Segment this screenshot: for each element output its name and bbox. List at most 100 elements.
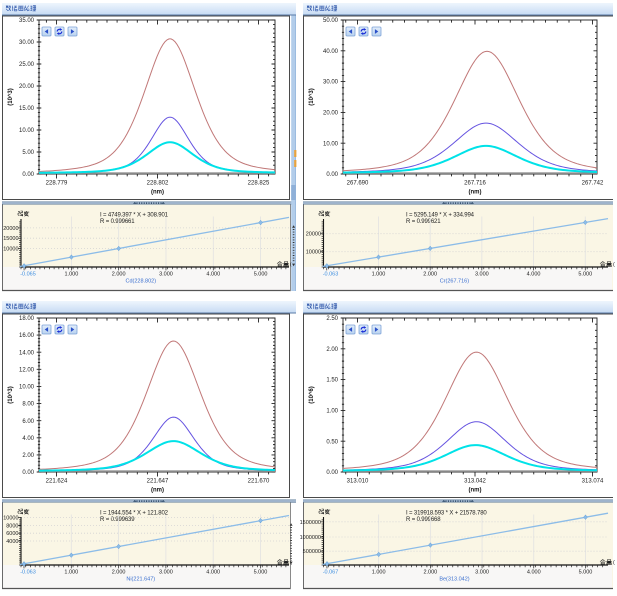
svg-text:25.00: 25.00 [19, 62, 35, 68]
svg-text:R = 0.999668: R = 0.999668 [406, 517, 441, 523]
svg-text:4.000: 4.000 [206, 271, 220, 277]
svg-text:267.690: 267.690 [347, 181, 369, 187]
svg-text:15.00: 15.00 [19, 106, 35, 112]
svg-text:1.50: 1.50 [326, 378, 338, 384]
svg-text:0.00: 0.00 [326, 470, 338, 476]
svg-text:Ni(221.647): Ni(221.647) [126, 577, 155, 583]
svg-text:2.000: 2.000 [423, 569, 437, 575]
svg-text:5.000: 5.000 [579, 569, 593, 575]
svg-text:R = 0.999621: R = 0.999621 [406, 219, 441, 225]
svg-text:-0.067: -0.067 [323, 569, 339, 575]
svg-text:(10^3): (10^3) [8, 88, 14, 106]
svg-text:228.825: 228.825 [248, 181, 270, 187]
svg-text:1.000: 1.000 [372, 271, 386, 277]
svg-text:4.000: 4.000 [527, 271, 541, 277]
svg-text:4.000: 4.000 [206, 569, 220, 575]
svg-text:30.00: 30.00 [19, 40, 35, 46]
svg-text:5.000: 5.000 [254, 569, 268, 575]
svg-text:20.00: 20.00 [19, 84, 35, 90]
svg-text:R = 0.999661: R = 0.999661 [100, 219, 135, 225]
svg-text:16.00: 16.00 [19, 333, 35, 339]
svg-text:5.00: 5.00 [22, 150, 34, 156]
svg-text:228.779: 228.779 [46, 181, 68, 187]
svg-text:20000: 20000 [306, 232, 321, 238]
svg-text:(: ( [613, 560, 615, 566]
svg-text:228.802: 228.802 [147, 181, 169, 187]
svg-text:500000: 500000 [303, 549, 321, 555]
svg-text:267.742: 267.742 [582, 181, 604, 187]
svg-text:221.624: 221.624 [46, 479, 68, 485]
svg-text:2.50: 2.50 [326, 316, 338, 322]
svg-text:2.000: 2.000 [112, 569, 126, 575]
svg-text:10000: 10000 [3, 247, 18, 253]
svg-text:(10^6): (10^6) [309, 386, 315, 404]
svg-text:1500000: 1500000 [300, 520, 321, 526]
svg-text:8000: 8000 [6, 523, 18, 529]
svg-text:30.00: 30.00 [323, 80, 339, 86]
svg-text:I = 4749.397 * X + 308.901: I = 4749.397 * X + 308.901 [100, 213, 169, 219]
svg-text:6000: 6000 [6, 531, 18, 537]
svg-text:6.00: 6.00 [22, 419, 34, 425]
svg-text:I = 5295.149 * X + 334.994: I = 5295.149 * X + 334.994 [406, 213, 475, 219]
svg-text:(nm): (nm) [469, 190, 482, 196]
svg-text:313.010: 313.010 [347, 479, 369, 485]
svg-text:R = 0.999639: R = 0.999639 [100, 517, 135, 523]
svg-text:-0.063: -0.063 [323, 271, 339, 277]
svg-text:2.00: 2.00 [22, 453, 34, 459]
svg-text:12.00: 12.00 [19, 367, 35, 373]
svg-text:4.000: 4.000 [527, 569, 541, 575]
svg-text:2.000: 2.000 [112, 271, 126, 277]
svg-text:(nm): (nm) [151, 190, 164, 196]
svg-text:0.50: 0.50 [326, 439, 338, 445]
svg-text:1.000: 1.000 [372, 569, 386, 575]
svg-text:-0.065: -0.065 [20, 271, 36, 277]
svg-text:3.000: 3.000 [159, 569, 173, 575]
svg-text:(nm): (nm) [151, 488, 164, 494]
svg-text:1.00: 1.00 [326, 409, 338, 415]
svg-text:(10^3): (10^3) [8, 386, 14, 404]
svg-text:(: ( [613, 262, 615, 268]
svg-text:3.000: 3.000 [475, 569, 489, 575]
svg-text:50.00: 50.00 [323, 18, 339, 24]
svg-text:I = 1944.554 * X + 121.802: I = 1944.554 * X + 121.802 [100, 511, 169, 517]
svg-text:40.00: 40.00 [323, 49, 339, 55]
svg-text:10.00: 10.00 [323, 141, 339, 147]
svg-text:0.00: 0.00 [22, 172, 34, 178]
svg-text:35.00: 35.00 [19, 18, 35, 24]
svg-text:313.042: 313.042 [464, 479, 486, 485]
svg-text:10000: 10000 [3, 516, 18, 522]
svg-text:221.647: 221.647 [147, 479, 169, 485]
svg-text:1.000: 1.000 [64, 271, 78, 277]
svg-text:(: ( [290, 262, 292, 268]
svg-text:0.00: 0.00 [22, 470, 34, 476]
svg-text:4.00: 4.00 [22, 436, 34, 442]
svg-text:267.716: 267.716 [464, 181, 486, 187]
svg-text:8.00: 8.00 [22, 402, 34, 408]
svg-text:Be(313.042): Be(313.042) [439, 577, 469, 583]
svg-text:15000: 15000 [3, 236, 18, 242]
svg-text:10.00: 10.00 [19, 385, 35, 391]
svg-text:20.00: 20.00 [323, 111, 339, 117]
svg-text:Cr(267.716): Cr(267.716) [440, 279, 470, 285]
svg-text:4000: 4000 [6, 539, 18, 545]
svg-text:14.00: 14.00 [19, 350, 35, 356]
svg-text:2.00: 2.00 [326, 347, 338, 353]
svg-text:Cd(228.802): Cd(228.802) [125, 279, 156, 285]
svg-text:2.000: 2.000 [423, 271, 437, 277]
svg-text:5.000: 5.000 [578, 271, 592, 277]
svg-text:(nm): (nm) [469, 488, 482, 494]
svg-text:18.00: 18.00 [19, 316, 35, 322]
svg-text:3.000: 3.000 [159, 271, 173, 277]
svg-text:0.00: 0.00 [326, 172, 338, 178]
svg-text:20000: 20000 [3, 226, 18, 232]
svg-text:3.000: 3.000 [475, 271, 489, 277]
svg-text:-0.063: -0.063 [20, 569, 36, 575]
svg-text:1.000: 1.000 [64, 569, 78, 575]
svg-text:221.670: 221.670 [248, 479, 270, 485]
svg-text:I = 319918.593 * X + 21578.780: I = 319918.593 * X + 21578.780 [406, 511, 487, 517]
svg-text:10000: 10000 [306, 250, 321, 256]
svg-text:313.074: 313.074 [582, 479, 604, 485]
svg-text:1000000: 1000000 [300, 535, 321, 541]
svg-text:5.000: 5.000 [254, 271, 268, 277]
svg-text:10.00: 10.00 [19, 128, 35, 134]
